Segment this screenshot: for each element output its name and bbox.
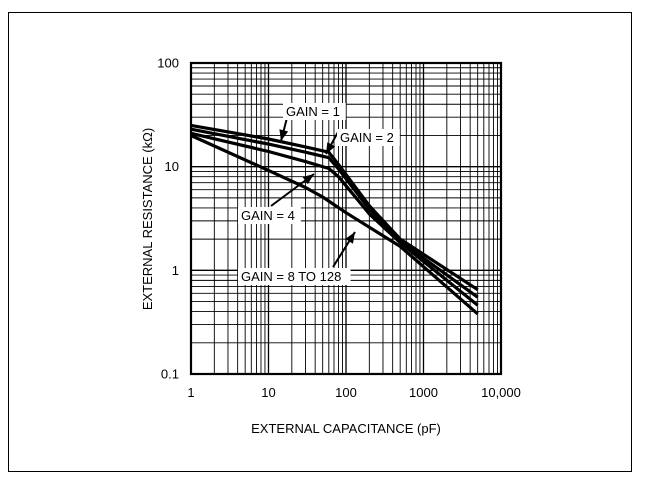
- series-layer: [190, 123, 479, 316]
- x-tick-label: 10: [261, 385, 275, 400]
- y-tick-label: 0.1: [161, 367, 179, 382]
- y-tick-label: 100: [157, 56, 179, 71]
- series-line-1: [190, 123, 479, 292]
- x-axis-label: EXTERNAL CAPACITANCE (pF): [251, 421, 441, 436]
- annotation-bg: [283, 103, 346, 120]
- series-line-3: [190, 131, 479, 307]
- x-tick-label: 1: [187, 385, 194, 400]
- arrowhead-icon: [279, 129, 289, 141]
- y-axis-label: EXTERNAL RESISTANCE (kΩ): [140, 128, 155, 310]
- x-tick-label: 1000: [409, 385, 438, 400]
- grid: [190, 63, 501, 375]
- annotation-arrows: [270, 113, 356, 268]
- x-tick-labels: 1 10 100 1000 10,000: [187, 385, 521, 400]
- y-tick-label: 10: [165, 159, 179, 174]
- annotation-bg: [238, 207, 301, 224]
- annotation-label: GAIN = 1: [286, 104, 340, 119]
- annotation-label: GAIN = 4: [241, 208, 295, 223]
- annotation-label: GAIN = 8 TO 128: [241, 269, 341, 284]
- x-tick-label: 10,000: [481, 385, 521, 400]
- arrowhead-icon: [302, 174, 314, 185]
- arrowhead-icon: [326, 142, 336, 154]
- annotation-label: GAIN = 2: [340, 130, 394, 145]
- annotation-bg: [238, 268, 351, 285]
- y-tick-label: 1: [172, 263, 179, 278]
- annotation-bg: [337, 129, 400, 146]
- y-tick-labels: 0.1 1 10 100: [157, 56, 179, 382]
- x-tick-label: 100: [335, 385, 357, 400]
- arrowhead-icon: [345, 232, 355, 244]
- series-line-4: [190, 134, 479, 316]
- plot-border: [189, 61, 503, 376]
- chart-frame: [8, 12, 632, 472]
